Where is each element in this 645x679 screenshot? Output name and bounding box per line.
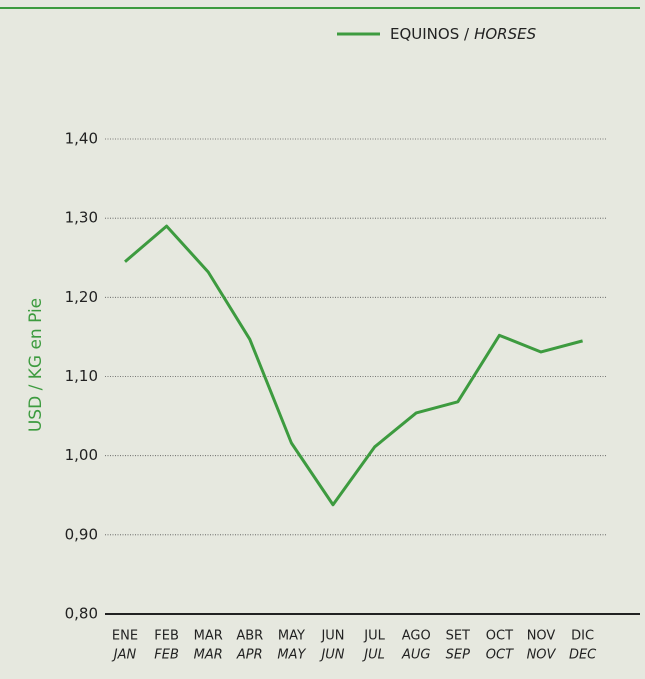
legend-label: EQUINOS / HORSES xyxy=(390,25,537,43)
x-tick-label-en: MAR xyxy=(194,648,223,663)
x-tick-label-en: NOV xyxy=(527,648,557,663)
x-tick-label: DIC xyxy=(571,629,594,644)
x-tick-label-en: MAY xyxy=(277,648,306,663)
x-tick-label-en: APR xyxy=(236,648,263,663)
x-tick-label-en: OCT xyxy=(486,648,514,663)
x-tick-label: NOV xyxy=(527,629,556,644)
x-tick-label: FEB xyxy=(154,629,179,644)
x-tick-label-en: JUL xyxy=(361,648,385,663)
x-tick-label-en: FEB xyxy=(154,648,179,663)
y-tick-label: 1,10 xyxy=(65,367,98,385)
x-tick-label-en: SEP xyxy=(446,648,470,663)
y-tick-label: 1,40 xyxy=(65,130,98,148)
x-tick-label: ABR xyxy=(236,629,263,644)
y-tick-label: 1,30 xyxy=(65,209,98,227)
y-axis-label: USD / KG en Pie xyxy=(26,298,46,432)
legend-es: EQUINOS / xyxy=(390,25,470,43)
x-tick-label: SET xyxy=(446,629,470,644)
y-tick-label: 0,90 xyxy=(65,525,98,543)
y-tick-label: 0,80 xyxy=(65,605,98,623)
x-tick-label: MAR xyxy=(194,629,223,644)
y-tick-label: 1,20 xyxy=(65,288,98,306)
x-tick-label-en: AUG xyxy=(401,648,430,663)
x-tick-label: OCT xyxy=(486,629,513,644)
x-tick-label-en: DEC xyxy=(569,648,597,663)
x-tick-label-en: JUN xyxy=(318,648,344,663)
x-tick-label: AGO xyxy=(402,629,431,644)
legend-en: HORSES xyxy=(474,25,537,43)
x-tick-label-en: JAN xyxy=(111,648,137,663)
x-tick-label: ENE xyxy=(112,629,138,644)
x-tick-label: JUN xyxy=(320,629,344,644)
y-tick-label: 1,00 xyxy=(65,446,98,464)
line-series xyxy=(124,224,583,507)
x-tick-label: JUL xyxy=(363,629,385,644)
x-tick-label: MAY xyxy=(278,629,305,644)
